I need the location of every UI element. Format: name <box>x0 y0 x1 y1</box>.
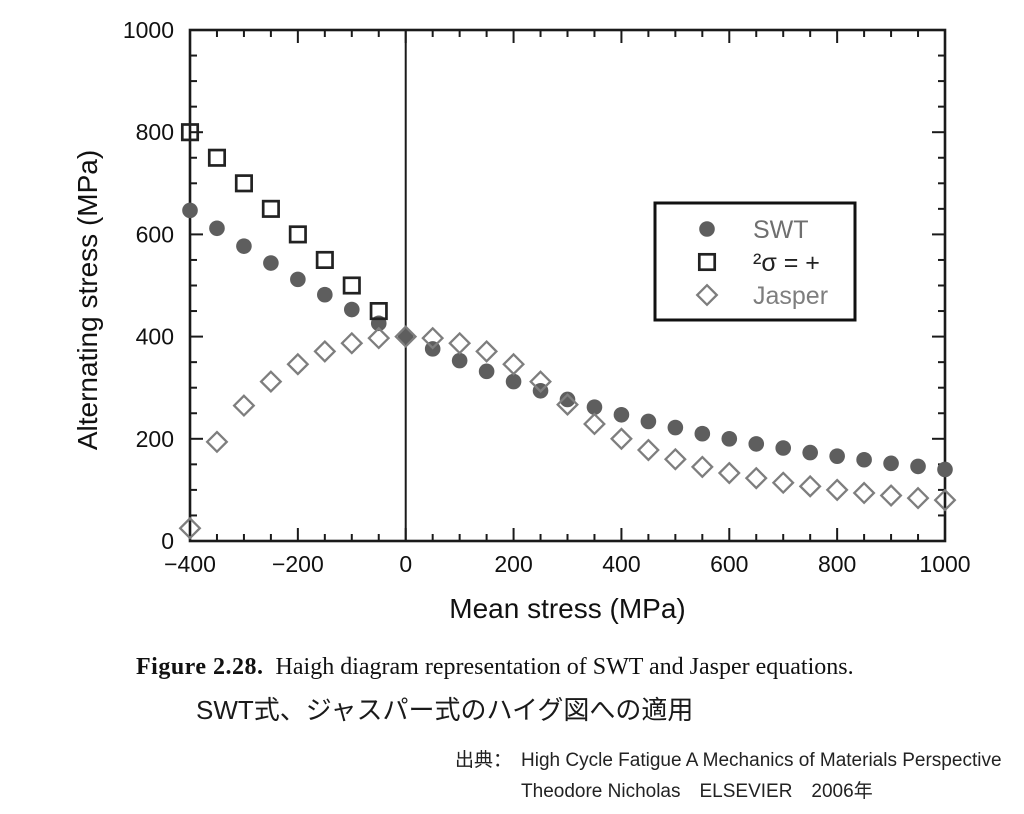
legend-label: Jasper <box>753 282 828 310</box>
legend-entry-3: Jasper <box>695 282 828 310</box>
figure-number: Figure 2.28. <box>136 654 264 680</box>
svg-text:200: 200 <box>136 426 174 452</box>
plot-frame <box>188 28 947 543</box>
legend: SWT ²σ = + Jasper <box>653 201 857 322</box>
svg-text:−200: −200 <box>272 551 324 577</box>
svg-text:1000: 1000 <box>919 551 970 577</box>
figure-caption-japanese: SWT式、ジャスパー式のハイグ図への適用 <box>196 695 694 725</box>
source-line-1: High Cycle Fatigue A Mechanics of Materi… <box>521 750 1002 771</box>
series-square-points <box>180 123 388 321</box>
svg-text:1000: 1000 <box>123 17 174 43</box>
svg-text:600: 600 <box>136 221 174 247</box>
svg-text:−400: −400 <box>164 551 216 577</box>
figure-caption: Figure 2.28. Haigh diagram representation… <box>136 654 996 681</box>
legend-entry-1: SWT <box>699 216 809 244</box>
x-tick-labels: −400 −200 0 200 400 600 800 1000 <box>164 551 970 577</box>
svg-text:800: 800 <box>818 551 856 577</box>
source-label: 出典： <box>455 750 513 771</box>
x-axis-title: Mean stress (MPa) <box>449 593 686 624</box>
legend-box <box>653 201 857 322</box>
svg-text:400: 400 <box>136 324 174 350</box>
svg-text:0: 0 <box>161 528 174 554</box>
svg-text:800: 800 <box>136 119 174 145</box>
legend-label: SWT <box>753 216 809 244</box>
haigh-diagram-chart: −400 −200 0 200 400 600 800 1000 0 200 400 600 800 10… <box>72 17 971 624</box>
legend-entry-2: ²σ = + <box>697 249 820 277</box>
legend-label: ²σ = + <box>753 249 820 277</box>
source-citation: 出典： High Cycle Fatigue A Mechanics of Ma… <box>455 745 1002 807</box>
svg-text:0: 0 <box>399 551 412 577</box>
y-tick-labels: 0 200 400 600 800 1000 <box>123 17 174 554</box>
figure-caption-text: Haigh diagram representation of SWT and … <box>275 654 854 680</box>
series-circle-points <box>182 202 953 478</box>
series-diamond-points <box>178 325 957 540</box>
svg-text:200: 200 <box>494 551 532 577</box>
svg-text:Alternating stress (MPa): Alternating stress (MPa) <box>72 150 103 450</box>
svg-text:Mean stress (MPa): Mean stress (MPa) <box>449 593 686 624</box>
y-axis-title: Alternating stress (MPa) <box>72 150 103 450</box>
svg-text:600: 600 <box>710 551 748 577</box>
svg-text:400: 400 <box>602 551 640 577</box>
source-line-2: Theodore Nicholas ELSEVIER 2006年 <box>521 781 873 802</box>
